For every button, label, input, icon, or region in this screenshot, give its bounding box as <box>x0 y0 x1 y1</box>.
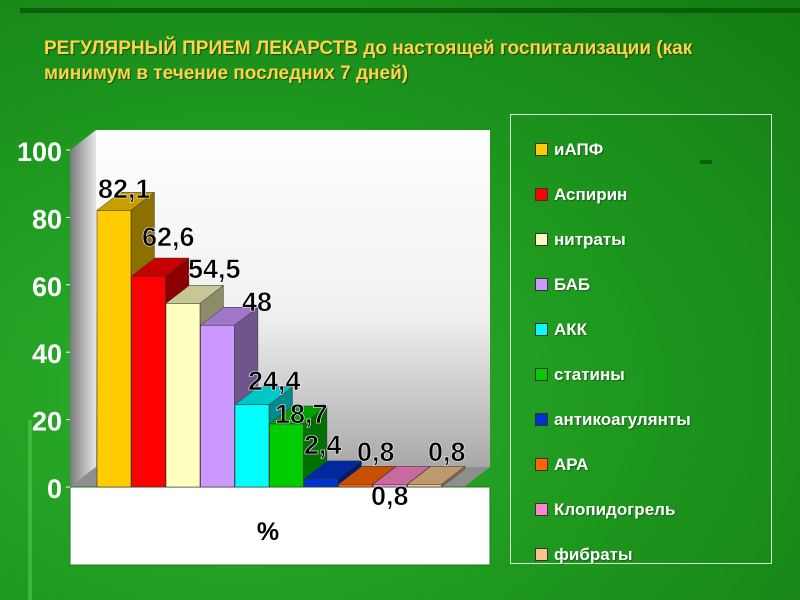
data-label: 48 <box>242 287 272 317</box>
legend-swatch <box>535 503 548 516</box>
legend-item: БАБ <box>511 262 771 307</box>
legend-item: антикоагулянты <box>511 397 771 442</box>
legend-item: АРА <box>511 442 771 487</box>
bar <box>131 275 166 488</box>
legend-swatch <box>535 143 548 156</box>
bar <box>372 484 408 488</box>
y-tick-label: 40 <box>32 339 62 369</box>
data-label: 0,8 <box>428 437 466 467</box>
legend-label: иАПФ <box>554 139 604 159</box>
legend-swatch <box>535 323 548 336</box>
legend-item: нитраты <box>511 217 771 262</box>
legend-item: фибраты <box>511 532 771 577</box>
y-tick-label: 100 <box>17 137 62 167</box>
bar <box>96 210 132 488</box>
legend-item: иАПФ <box>511 127 771 172</box>
legend-label: АРА <box>554 454 589 474</box>
data-label: 2,4 <box>304 430 342 460</box>
legend-item: Аспирин <box>511 172 771 217</box>
legend-label: Аспирин <box>554 184 628 204</box>
plot-side-wall <box>70 130 96 487</box>
legend-item: Клопидогрель <box>511 487 771 532</box>
legend-swatch <box>535 413 548 426</box>
decorative-left-bar <box>28 420 32 600</box>
legend-label: фибраты <box>554 544 633 564</box>
bar <box>165 303 201 488</box>
bar <box>338 484 373 488</box>
data-label: 0,8 <box>357 437 395 467</box>
legend-swatch <box>535 368 548 381</box>
legend-swatch <box>535 233 548 246</box>
legend-label: статины <box>554 364 625 384</box>
legend-swatch <box>535 188 548 201</box>
data-label: 62,6 <box>142 222 195 252</box>
decorative-top-bar <box>20 8 800 13</box>
y-tick-label: 0 <box>47 474 62 504</box>
legend-item: статины <box>511 352 771 397</box>
data-label: 0,8 <box>371 481 409 511</box>
legend-item: АКК <box>511 307 771 352</box>
decorative-right-dash <box>700 160 712 164</box>
data-label: 24,4 <box>248 366 301 396</box>
slide-title: РЕГУЛЯРНЫЙ ПРИЕМ ЛЕКАРСТВ до настоящей г… <box>44 38 693 84</box>
y-tick-label: 60 <box>32 272 62 302</box>
bar <box>269 423 304 488</box>
x-axis-label: % <box>257 518 279 546</box>
data-label: 18,7 <box>275 399 328 429</box>
legend-swatch <box>535 548 548 561</box>
legend-label: нитраты <box>554 229 626 249</box>
legend-swatch <box>535 278 548 291</box>
bar <box>234 404 270 488</box>
bar <box>303 478 339 488</box>
y-tick-label: 20 <box>32 407 62 437</box>
bar <box>407 484 442 488</box>
category-axis-panel <box>69 486 491 566</box>
data-label: 54,5 <box>188 254 241 284</box>
chart-legend: иАПФ Аспирин нитраты БАБ АКК статины антикоагу… <box>510 114 772 564</box>
legend-label: БАБ <box>554 274 591 294</box>
legend-label: Клопидогрель <box>554 499 676 519</box>
data-label: 82,1 <box>98 174 151 204</box>
legend-label: АКК <box>554 319 588 339</box>
legend-swatch <box>535 458 548 471</box>
bar <box>200 324 235 488</box>
legend-label: антикоагулянты <box>554 409 691 429</box>
y-tick-label: 80 <box>32 204 62 234</box>
